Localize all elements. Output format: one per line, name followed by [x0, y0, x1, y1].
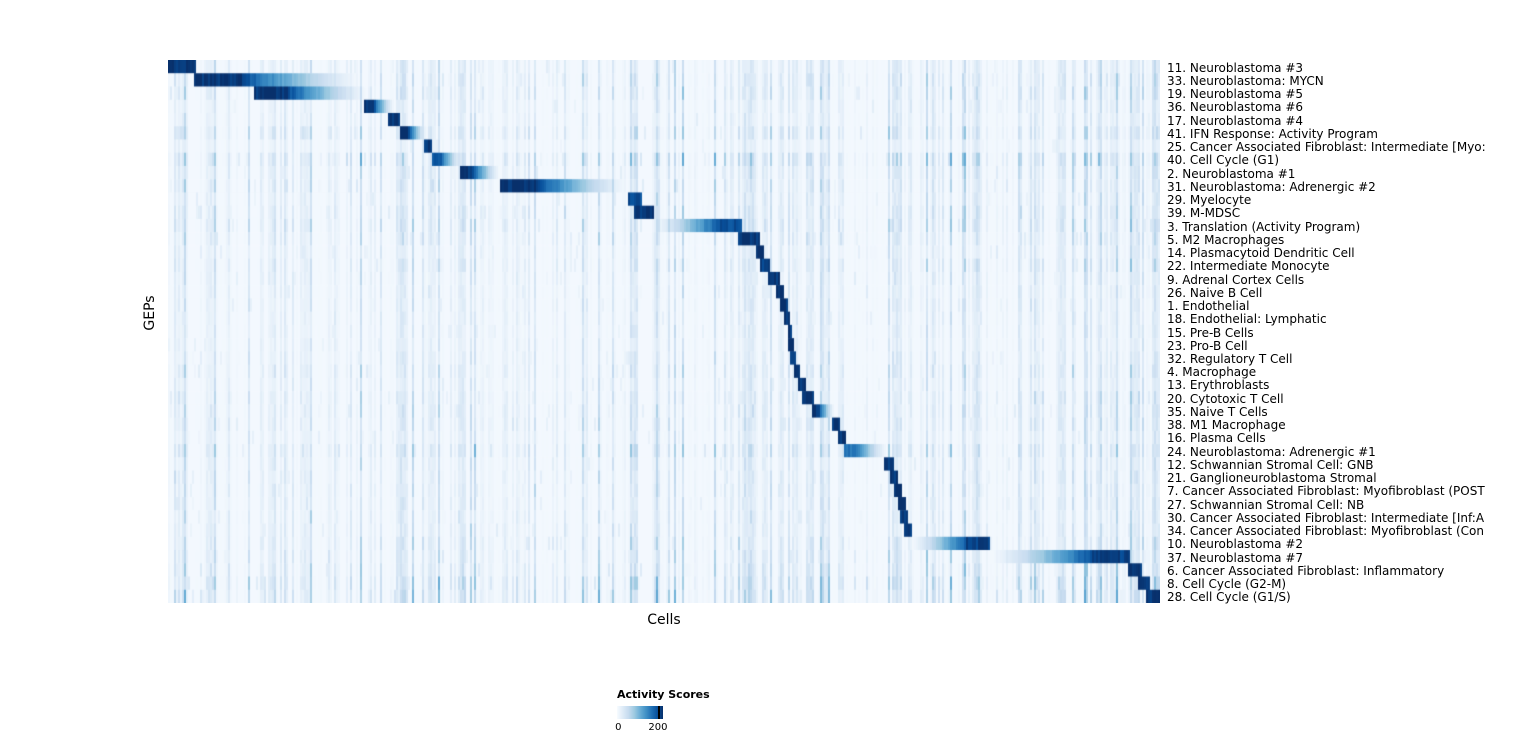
x-axis-label: Cells [647, 612, 681, 628]
heatmap-canvas [168, 60, 1160, 603]
row-label: 36. Neuroblastoma #6 [1167, 100, 1304, 115]
row-label: 31. Neuroblastoma: Adrenergic #2 [1167, 179, 1376, 194]
row-label: 14. Plasmacytoid Dendritic Cell [1167, 246, 1355, 261]
legend-title: Activity Scores [617, 688, 710, 701]
row-label: 25. Cancer Associated Fibroblast: Interm… [1167, 140, 1486, 155]
legend-min-label: 0 [615, 722, 622, 733]
row-label: 12. Schwannian Stromal Cell: GNB [1167, 457, 1374, 472]
row-label: 27. Schwannian Stromal Cell: NB [1167, 497, 1365, 512]
row-labels: 11. Neuroblastoma #3 33. Neuroblastoma: M… [1167, 60, 1540, 606]
row-label: 37. Neuroblastoma #7 [1167, 550, 1304, 565]
legend-tick-mark [657, 706, 660, 719]
row-label: 11. Neuroblastoma #3 [1167, 60, 1304, 75]
row-label: 23. Pro-B Cell [1167, 338, 1248, 353]
row-label: 13. Erythroblasts [1167, 378, 1270, 393]
row-label: 4. Macrophage [1167, 365, 1257, 380]
row-label: 9. Adrenal Cortex Cells [1167, 272, 1305, 287]
row-label: 6. Cancer Associated Fibroblast: Inflamm… [1167, 563, 1445, 578]
row-label: 41. IFN Response: Activity Program [1167, 126, 1378, 141]
y-axis-label: GEPs [142, 295, 158, 331]
row-label: 18. Endothelial: Lymphatic [1167, 312, 1327, 327]
row-label: 35. Naive T Cells [1167, 404, 1268, 419]
legend-gradient-bar [617, 706, 663, 719]
row-label: 34. Cancer Associated Fibroblast: Myofib… [1167, 524, 1485, 539]
row-label: 29. Myelocyte [1167, 193, 1252, 208]
row-label: 21. Ganglioneuroblastoma Stromal [1167, 471, 1377, 486]
row-label: 3. Translation (Activity Program) [1167, 219, 1361, 234]
row-label: 33. Neuroblastoma: MYCN [1167, 73, 1324, 88]
legend: Activity Scores 0 200 [615, 688, 737, 734]
row-label: 28. Cell Cycle (G1/S) [1167, 590, 1291, 605]
row-label: 39. M-MDSC [1167, 206, 1241, 221]
row-label: 1. Endothelial [1167, 299, 1250, 313]
row-label: 24. Neuroblastoma: Adrenergic #1 [1167, 444, 1376, 459]
row-label: 10. Neuroblastoma #2 [1167, 537, 1304, 552]
row-label: 26. Naive B Cell [1167, 285, 1263, 300]
row-label: 32. Regulatory T Cell [1167, 351, 1293, 366]
row-label: 30. Cancer Associated Fibroblast: Interm… [1167, 510, 1485, 525]
row-label: 2. Neuroblastoma #1 [1167, 166, 1296, 181]
row-label: 5. M2 Macrophages [1167, 232, 1285, 247]
row-label: 22. Intermediate Monocyte [1167, 259, 1330, 274]
row-label: 7. Cancer Associated Fibroblast: Myofibr… [1167, 484, 1485, 499]
row-label: 16. Plasma Cells [1167, 431, 1266, 446]
legend-max-label: 200 [648, 722, 668, 733]
row-label: 19. Neuroblastoma #5 [1167, 87, 1304, 102]
row-label: 17. Neuroblastoma #4 [1167, 113, 1304, 128]
row-label: 40. Cell Cycle (G1) [1167, 153, 1280, 168]
row-label: 8. Cell Cycle (G2-M) [1167, 577, 1287, 592]
row-label: 38. M1 Macrophage [1167, 418, 1286, 433]
row-label: 15. Pre-B Cells [1167, 325, 1254, 340]
row-label: 20. Cytotoxic T Cell [1167, 391, 1284, 406]
legend-ticks: 0 200 [615, 722, 737, 734]
